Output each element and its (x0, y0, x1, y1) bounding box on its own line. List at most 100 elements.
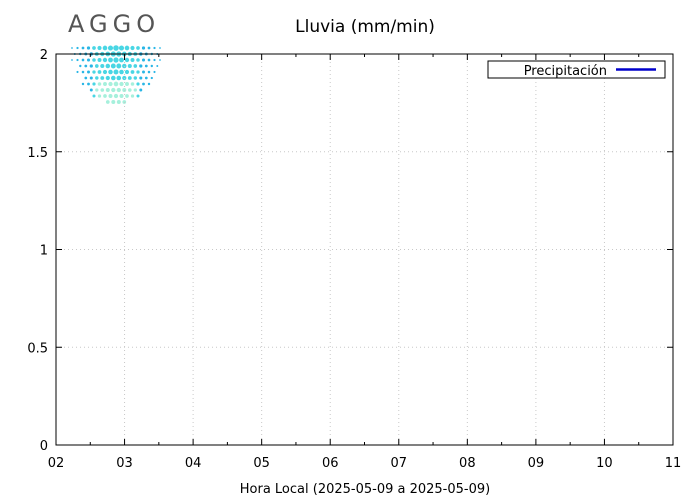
x-tick-label: 03 (116, 456, 133, 471)
logo-dot (97, 58, 102, 62)
logo-dot (92, 94, 96, 98)
logo-dot (95, 76, 99, 80)
logo-dot (127, 88, 132, 92)
logo-dot (103, 94, 107, 98)
logo-dot (105, 88, 110, 92)
logo-dot (84, 76, 88, 80)
logo-dot (108, 94, 113, 98)
logo-dot (139, 76, 143, 80)
logo-dot (113, 69, 119, 75)
x-tick-label: 02 (48, 456, 65, 471)
logo-dot (89, 76, 93, 80)
logo-dot (147, 70, 151, 74)
logo-dot (71, 59, 73, 61)
logo-dot (76, 46, 79, 50)
logo-dot (159, 59, 161, 61)
logo-dot (144, 64, 148, 68)
logo-dot (136, 82, 140, 86)
x-tick-label: 11 (665, 456, 682, 471)
logo-dot (86, 46, 91, 50)
logo-dot (139, 64, 143, 68)
logo-dot (127, 63, 132, 69)
logo-dot (97, 70, 102, 74)
logo-dot (100, 88, 105, 92)
logo-dot (127, 76, 132, 80)
x-tick-label: 05 (253, 456, 270, 471)
logo-dot (147, 58, 151, 62)
logo-dot (105, 63, 111, 69)
legend-box (487, 60, 666, 79)
logo-dot (116, 63, 122, 69)
logo-dot (92, 58, 96, 62)
logo-dot (81, 58, 85, 62)
y-tick-label: 2 (40, 48, 48, 63)
logo-dot (87, 82, 90, 86)
logo-dot (147, 46, 151, 50)
logo-dot (124, 69, 130, 75)
logo-dot (144, 76, 148, 80)
logo-dot (156, 65, 159, 67)
logo-dot (97, 45, 102, 51)
logo-dot (92, 82, 96, 86)
logo-dot (153, 58, 156, 62)
logo-dot (102, 57, 108, 63)
logo-dot (150, 76, 153, 80)
logo-dot (92, 70, 96, 74)
logo-dot (150, 64, 153, 68)
logo-dot (113, 57, 119, 63)
logo-dot (153, 46, 156, 50)
logo-dot (86, 58, 91, 62)
logo-dot (125, 82, 129, 86)
logo-dot (111, 100, 116, 104)
logo-dot (141, 46, 146, 50)
logo-dot (116, 87, 121, 93)
grid-lines (56, 54, 673, 445)
logo-dot (97, 82, 102, 86)
logo-dot (89, 64, 93, 68)
logo-dot (141, 58, 146, 62)
x-tick-label: 04 (185, 456, 202, 471)
logo-dot (119, 81, 124, 87)
logo-dot (100, 63, 105, 69)
logo-dot (136, 58, 140, 62)
logo-dot (89, 88, 93, 92)
logo-dot (119, 57, 124, 63)
logo-dot (81, 46, 85, 50)
logo-dot (105, 100, 110, 104)
logo-dot (116, 100, 121, 104)
logo-dot (87, 70, 90, 74)
logo-dot (76, 70, 79, 74)
logo-dot (136, 46, 140, 50)
logo-dot (108, 57, 113, 63)
logo-dot (142, 70, 145, 74)
logo-dot (105, 75, 110, 81)
legend: Precipitación (487, 60, 666, 79)
logo-dot (102, 69, 108, 75)
logo-dot (130, 45, 135, 51)
logo-dot (136, 94, 140, 98)
logo-dot (79, 64, 82, 68)
logo-dot (94, 64, 99, 68)
x-tick-label: 10 (596, 456, 613, 471)
logo-dot (111, 87, 116, 93)
logo-dot (133, 88, 137, 92)
logo-dot (76, 58, 79, 62)
logo-text: AGGO (68, 10, 160, 38)
x-tick-label: 07 (391, 456, 408, 471)
logo-dot (81, 82, 85, 86)
logo-dot (147, 82, 151, 86)
y-tick-label: 1 (40, 244, 48, 259)
logo-dot (130, 70, 135, 74)
logo-dot (116, 75, 122, 81)
logo-dot (153, 70, 156, 74)
x-tick-label: 06 (322, 456, 339, 471)
logo-dot (92, 46, 96, 50)
logo-dot (124, 45, 130, 51)
logo-dot (111, 75, 116, 81)
logo-dot (159, 47, 161, 49)
logo-dot (130, 82, 135, 86)
logo-dot (130, 94, 135, 98)
logo-dot (118, 45, 125, 51)
legend-label-precipitacion: Precipitación (524, 64, 607, 79)
